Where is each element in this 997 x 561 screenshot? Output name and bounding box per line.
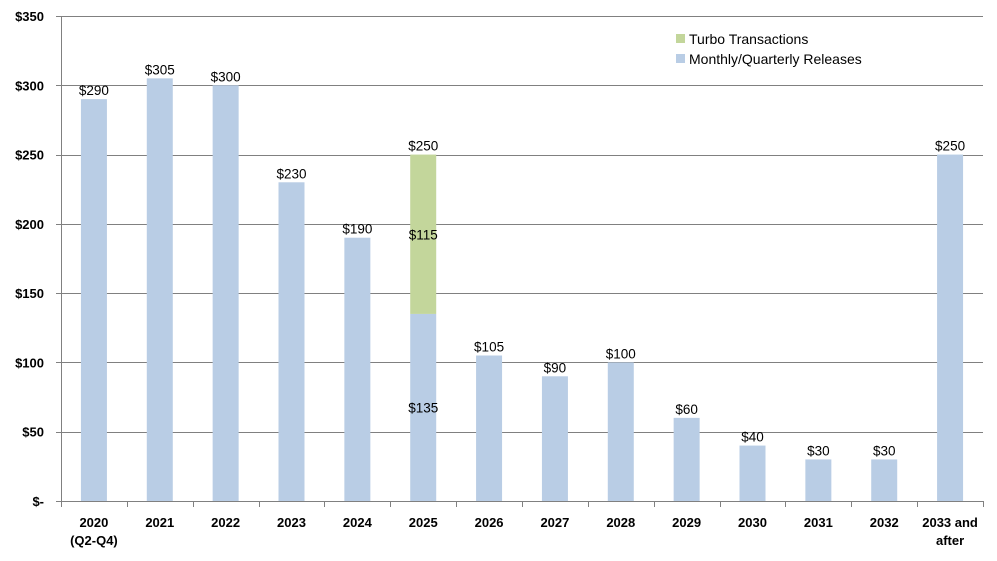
- data-label-total: $105: [474, 340, 504, 355]
- bar-monthly-quarterly-releases: [146, 78, 173, 501]
- bar-monthly-quarterly-releases: [739, 445, 766, 501]
- bar-monthly-quarterly-releases: [541, 376, 568, 501]
- data-label-total: $300: [211, 69, 241, 84]
- bar-turbo-transactions: [410, 154, 437, 314]
- bar-monthly-quarterly-releases: [212, 85, 239, 502]
- legend-swatch: [676, 34, 685, 43]
- data-label-total: $250: [935, 139, 965, 154]
- y-tick-label: $200: [15, 217, 44, 232]
- x-category-label: 2028: [606, 515, 635, 530]
- bar-monthly-quarterly-releases: [805, 459, 832, 501]
- x-category-label: 2033 and after: [922, 515, 978, 548]
- bar-monthly-quarterly-releases: [344, 237, 371, 501]
- data-label-total: $290: [79, 83, 109, 98]
- x-category-label: 2029: [672, 515, 701, 530]
- axes: [61, 16, 984, 507]
- x-category-label: 2020 (Q2-Q4): [70, 515, 118, 548]
- gridlines: [61, 16, 983, 433]
- data-label-total: $305: [145, 62, 175, 77]
- x-category-label: 2026: [475, 515, 504, 530]
- legend: Turbo Transactions Monthly/Quarterly Rele…: [676, 31, 862, 67]
- bar-monthly-quarterly-releases: [476, 355, 503, 501]
- data-label-total: $90: [544, 360, 567, 375]
- y-tick-label: $250: [15, 148, 44, 163]
- data-label-total: $190: [342, 222, 372, 237]
- data-label-total: $230: [276, 166, 306, 181]
- data-label-segment: $115: [409, 227, 438, 242]
- x-category-label: 2032: [870, 515, 899, 530]
- bar-monthly-quarterly-releases: [410, 313, 437, 501]
- data-label-total: $100: [606, 346, 636, 361]
- x-axis-category-labels: 2020 (Q2-Q4) 2021 2022 2023 2024 2025 2026 2027 2…: [70, 515, 978, 548]
- bar-monthly-quarterly-releases: [278, 182, 305, 502]
- bars: [80, 78, 964, 502]
- x-category-label: 2022: [211, 515, 240, 530]
- data-label-total: $30: [807, 443, 830, 458]
- legend-label: Monthly/Quarterly Releases: [689, 51, 862, 67]
- bar-monthly-quarterly-releases: [871, 459, 898, 501]
- y-axis-tick-labels: $- $50 $100 $150 $200 $250 $300 $350: [15, 9, 61, 509]
- x-category-label: 2030: [738, 515, 767, 530]
- x-category-label: 2023: [277, 515, 306, 530]
- legend-swatch: [676, 54, 685, 63]
- data-label-segment: $135: [408, 400, 438, 415]
- bar-monthly-quarterly-releases: [937, 154, 964, 502]
- y-tick-label: $-: [32, 494, 44, 509]
- y-tick-label: $150: [15, 286, 44, 301]
- x-category-label: 2027: [540, 515, 569, 530]
- x-category-label: 2031: [804, 515, 833, 530]
- y-tick-label: $350: [15, 9, 44, 24]
- bar-monthly-quarterly-releases: [673, 417, 700, 501]
- data-label-total: $60: [675, 402, 698, 417]
- legend-label: Turbo Transactions: [689, 31, 808, 47]
- x-category-label: 2024: [343, 515, 373, 530]
- bar-monthly-quarterly-releases: [80, 99, 107, 502]
- y-tick-label: $300: [15, 78, 44, 93]
- y-tick-label: $50: [22, 425, 44, 440]
- y-tick-label: $100: [15, 355, 44, 370]
- data-label-total: $250: [408, 139, 438, 154]
- data-labels: $290 $305 $300 $230 $190 $250 $105 $90 $100 $60 $4…: [79, 62, 965, 458]
- x-category-label: 2025: [409, 515, 438, 530]
- x-category-label: 2021: [145, 515, 174, 530]
- data-label-total: $40: [741, 430, 764, 445]
- bar-monthly-quarterly-releases: [607, 362, 634, 501]
- data-label-total: $30: [873, 443, 896, 458]
